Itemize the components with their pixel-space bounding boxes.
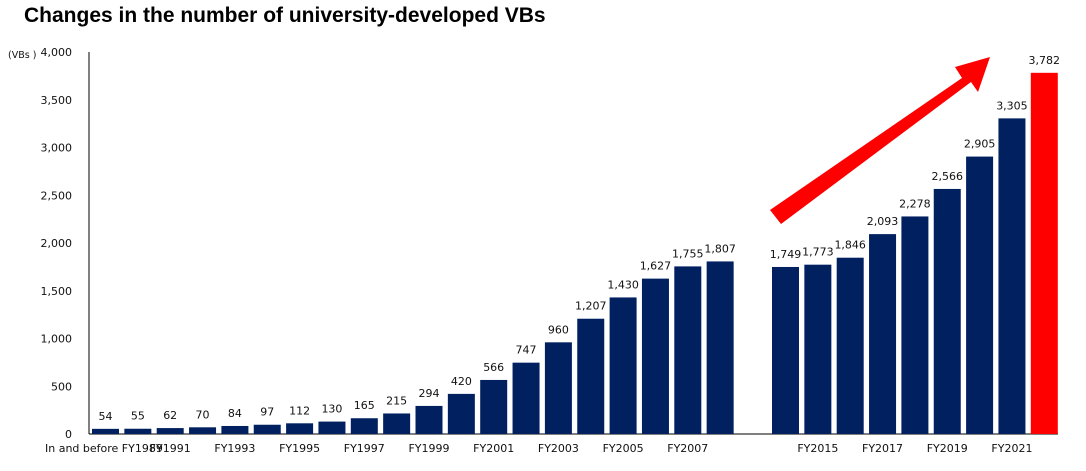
data-label: 130 — [321, 403, 342, 416]
data-label: 54 — [99, 410, 113, 423]
y-tick-label: 3,500 — [41, 94, 73, 107]
x-tick-label: FY1995 — [279, 442, 320, 455]
bar — [189, 427, 217, 434]
bar — [577, 318, 605, 434]
data-label: 1,430 — [607, 278, 639, 291]
data-label: 215 — [386, 394, 407, 407]
y-tick-label: 2,500 — [41, 189, 73, 202]
data-label: 3,782 — [1029, 54, 1061, 67]
chart-title: Changes in the number of university-deve… — [24, 4, 546, 27]
data-label: 62 — [163, 409, 177, 422]
data-label: 1,846 — [834, 239, 866, 252]
bar — [674, 266, 702, 434]
bar — [383, 413, 411, 434]
bar — [544, 342, 572, 434]
data-label: 1,807 — [704, 242, 736, 255]
data-label: 112 — [289, 404, 310, 417]
y-axis-unit-label: (VBs ) — [8, 50, 36, 61]
data-label: 165 — [354, 399, 375, 412]
data-label: 2,566 — [932, 170, 964, 183]
bar — [772, 266, 799, 434]
x-tick-label: FY2015 — [797, 442, 838, 455]
bar — [447, 393, 475, 434]
bar — [221, 425, 249, 434]
x-tick-label: FY2017 — [862, 442, 903, 455]
bar — [318, 421, 346, 434]
data-label: 55 — [131, 410, 145, 423]
data-label: 566 — [483, 361, 504, 374]
bar — [253, 424, 281, 434]
data-label: 1,749 — [770, 248, 802, 261]
bar — [641, 278, 669, 434]
data-label: 1,627 — [640, 260, 672, 273]
bar — [933, 188, 961, 434]
bar — [415, 405, 443, 434]
y-tick-label: 3,000 — [41, 142, 73, 155]
bar — [512, 362, 540, 434]
x-tick-label: FY1993 — [214, 442, 255, 455]
bar — [350, 418, 378, 434]
x-tick-label: FY1991 — [150, 442, 191, 455]
bar — [804, 264, 832, 434]
x-tick-label: FY2021 — [991, 442, 1032, 455]
data-label: 3,305 — [996, 99, 1028, 112]
y-tick-label: 4,000 — [41, 46, 73, 59]
bar — [480, 379, 508, 434]
data-label: 70 — [196, 408, 210, 421]
bar — [286, 423, 314, 434]
bar — [901, 216, 929, 434]
data-label: 84 — [228, 407, 242, 420]
x-tick-label: FY1997 — [344, 442, 385, 455]
y-tick-label: 500 — [51, 380, 72, 393]
data-label: 294 — [419, 387, 440, 400]
data-label: 1,207 — [575, 300, 607, 313]
bar-series — [92, 72, 1058, 434]
y-tick-label: 0 — [65, 428, 72, 441]
x-tick-label: FY2001 — [473, 442, 514, 455]
data-label: 2,278 — [899, 197, 931, 210]
bar — [706, 261, 734, 434]
bar — [998, 118, 1026, 434]
data-label: 420 — [451, 375, 472, 388]
data-label: 97 — [260, 406, 274, 419]
data-label: 1,773 — [802, 246, 834, 259]
x-tick-label: FY1999 — [408, 442, 449, 455]
highlight-bar — [1030, 72, 1058, 434]
x-tick-label: FY2019 — [927, 442, 968, 455]
y-tick-label: 1,000 — [41, 333, 73, 346]
x-tick-label: FY2003 — [538, 442, 579, 455]
bar — [92, 428, 119, 434]
data-label: 1,755 — [672, 247, 704, 260]
data-label: 2,093 — [867, 215, 899, 228]
y-tick-label: 2,000 — [41, 237, 73, 250]
bar — [966, 156, 994, 434]
bar — [124, 428, 152, 434]
data-labels: 54 55 62 70 84 97 112 130 165 215 294 420 566 747 960 1… — [99, 54, 1061, 423]
data-label: 960 — [548, 323, 569, 336]
x-tick-label: FY2005 — [603, 442, 644, 455]
bar — [869, 234, 897, 434]
data-label: 2,905 — [964, 138, 996, 151]
y-tick-label: 1,500 — [41, 285, 73, 298]
bar — [609, 297, 637, 434]
bar — [156, 428, 184, 434]
data-label: 747 — [516, 344, 537, 357]
growth-arrow — [770, 57, 990, 224]
x-tick-label: FY2007 — [667, 442, 708, 455]
x-tick-label: In and before FY1989 — [45, 442, 163, 455]
bar — [836, 257, 864, 434]
y-axis-ticks: 0 500 1,000 1,500 2,000 2,500 3,000 3,500 4,000 — [41, 46, 73, 441]
